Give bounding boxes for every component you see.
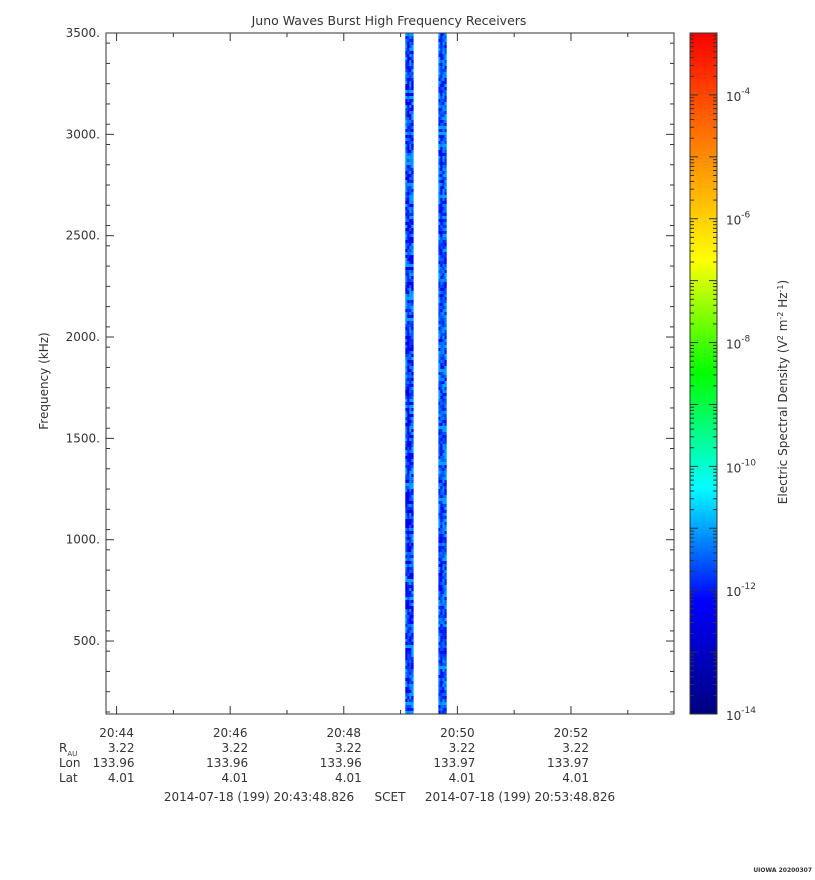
ephemeris-value: 133.96 [206,756,248,770]
time-range-end: 2014-07-18 (199) 20:53:48.826 [425,790,615,804]
y-tick-label: 500. [73,634,100,648]
colorbar [689,32,718,715]
ephemeris-value: 3.22 [449,741,476,755]
y-tick-label: 3500. [66,26,100,40]
plot-frame [105,32,675,715]
ephemeris-row-label: RAU [59,741,77,758]
ephemeris-value: 133.97 [433,756,475,770]
ephemeris-table: RAU 3.22 3.22 3.22 3.22 3.22 Lon 133.96 133.96 13… [59,741,589,785]
ephemeris-value: 133.96 [320,756,362,770]
time-frame-label: SCET [375,790,407,804]
colorbar-ticks: 10-14 10-12 10-10 10-8 10-6 10-4 [690,32,756,723]
processing-stamp: UIOWA 20200307 [753,867,812,874]
time-range-start: 2014-07-18 (199) 20:43:48.826 [164,790,354,804]
spectrogram-band-2 [438,33,447,714]
y-axis-label: Frequency (kHz) [37,332,51,429]
ephemeris-value: 3.22 [108,741,135,755]
y-tick-label: 2500. [66,229,100,243]
colorbar-tick-label: 10-8 [726,335,751,352]
ephemeris-row-label: Lat [59,771,78,785]
ephemeris-value: 4.01 [108,771,135,785]
colorbar-tick-label: 10-4 [726,87,751,104]
y-tick-label: 1000. [66,533,100,547]
plot-area [405,33,447,714]
colorbar-tick-label: 10-6 [726,211,751,228]
ephemeris-value: 4.01 [221,771,248,785]
x-tick-label: 20:52 [554,726,589,740]
x-tick-label: 20:44 [99,726,134,740]
x-tick-label: 20:48 [326,726,361,740]
ephemeris-value: 4.01 [449,771,476,785]
axes: 500. 1000. 1500. 2000. 2500. 3000. 3500. 20:44 2… [66,26,674,740]
ephemeris-value: 3.22 [562,741,589,755]
x-tick-label: 20:50 [440,726,475,740]
spectrogram-band-1 [405,33,414,714]
ephemeris-value: 133.96 [93,756,135,770]
chart-title: Juno Waves Burst High Frequency Receiver… [251,13,527,28]
colorbar-label: Electric Spectral Density (V2 m-2 Hz-1) [776,280,791,504]
ephemeris-row-label: Lon [59,756,80,770]
colorbar-tick-label: 10-10 [726,458,756,475]
colorbar-tick-label: 10-14 [726,706,756,723]
ephemeris-value: 4.01 [562,771,589,785]
y-tick-label: 3000. [66,127,100,141]
colorbar-tick-label: 10-12 [726,582,756,599]
ephemeris-value: 133.97 [547,756,589,770]
ephemeris-value: 3.22 [221,741,248,755]
ephemeris-value: 3.22 [335,741,362,755]
y-tick-label: 1500. [66,431,100,445]
y-tick-label: 2000. [66,330,100,344]
x-tick-label: 20:46 [213,726,248,740]
ephemeris-value: 4.01 [335,771,362,785]
